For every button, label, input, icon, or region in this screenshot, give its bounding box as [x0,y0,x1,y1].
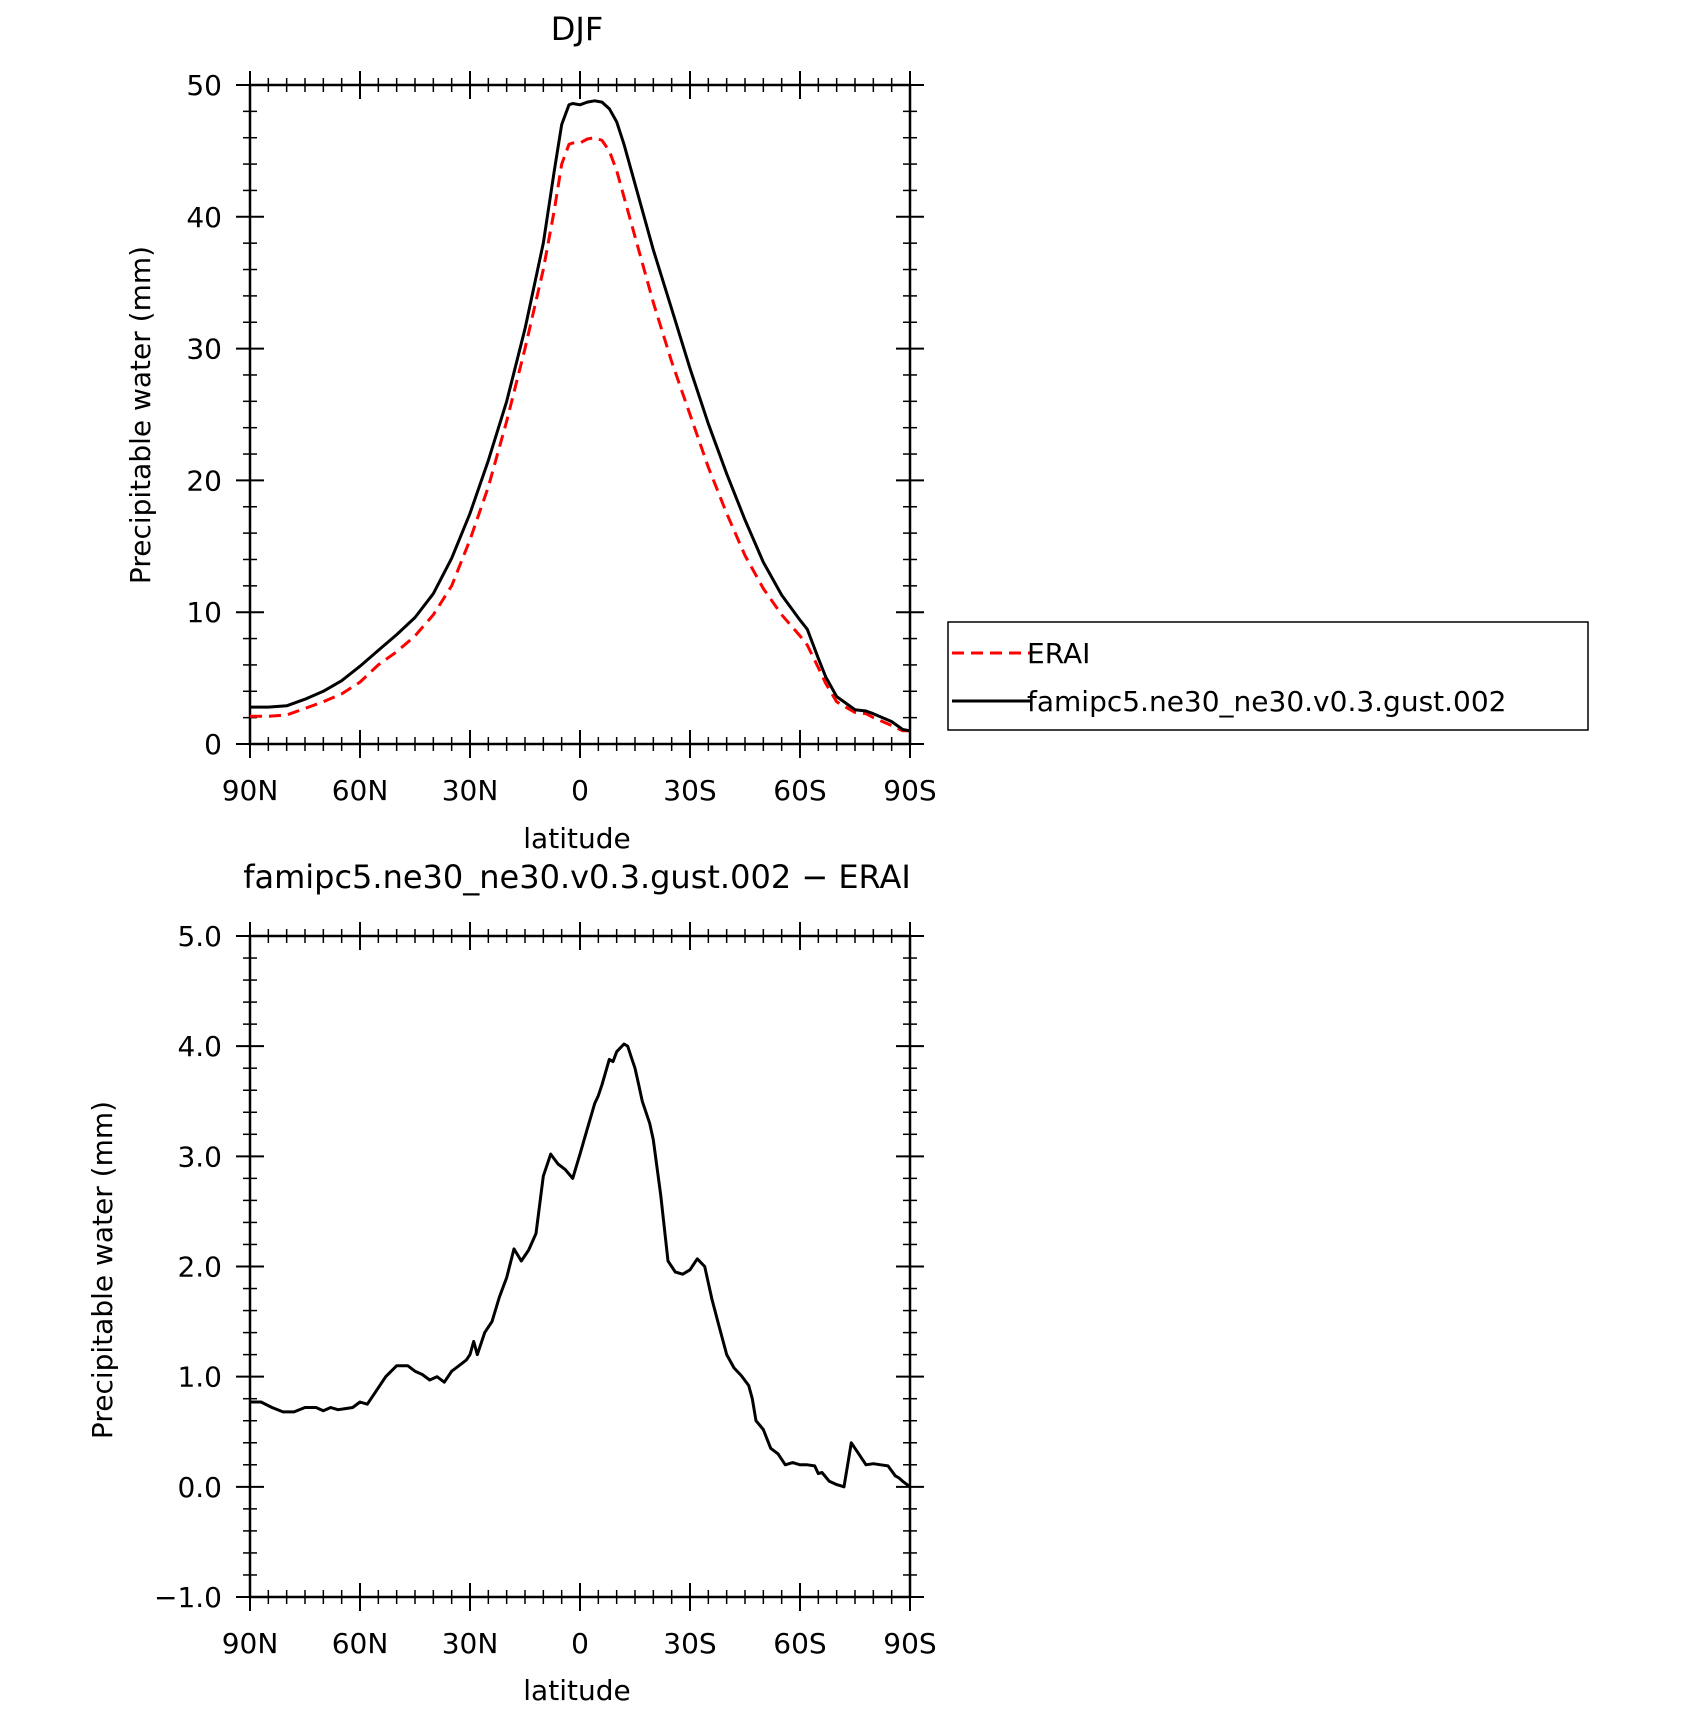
top-chart-x-tick-label: 30S [663,774,716,807]
bottom-chart-x-tick-label: 90N [222,1627,279,1660]
bottom-chart-y-tick-label: 2.0 [177,1251,222,1284]
bottom-chart-x-tick-label: 0 [571,1627,589,1660]
bottom-chart-x-tick-label: 60N [332,1627,389,1660]
top-chart-series-line-model [250,99,911,733]
top-chart: DJF latitude Precipitable water (mm) 0 10… [124,10,937,855]
legend: ERAI famipc5.ne30_ne30.v0.3.gust.002 [947,621,1589,731]
bottom-chart-y-tick-label: 4.0 [177,1030,222,1063]
bottom-chart-title: famipc5.ne30_ne30.v0.3.gust.002 − ERAI [243,858,911,896]
top-chart-y-tick-label: 30 [186,333,222,366]
top-chart-x-tick-label: 30N [442,774,499,807]
top-chart-x-axis-label: latitude [523,822,630,855]
bottom-chart-y-axis-label: Precipitable water (mm) [86,1101,119,1439]
bottom-chart: famipc5.ne30_ne30.v0.3.gust.002 − ERAI l… [86,858,937,1707]
top-chart-x-tick-label: 60N [332,774,389,807]
legend-label-erai: ERAI [1027,637,1090,670]
bottom-chart-x-tick-label: 60S [773,1627,826,1660]
legend-label-model: famipc5.ne30_ne30.v0.3.gust.002 [1027,685,1507,718]
top-chart-y-tick-label: 20 [186,464,222,497]
bottom-chart-x-tick-label: 30N [442,1627,499,1660]
bottom-chart-y-tick-label: 0.0 [177,1471,222,1504]
top-chart-x-tick-label: 0 [571,774,589,807]
bottom-chart-x-tick-label: 30S [663,1627,716,1660]
top-chart-x-tick-label: 90N [222,774,279,807]
top-chart-series-line-erai [250,136,910,733]
top-chart-y-tick-label: 40 [186,201,222,234]
top-chart-y-axis-label: Precipitable water (mm) [124,246,157,584]
bottom-chart-difference-line [250,1042,911,1489]
top-chart-x-tick-label: 90S [883,774,936,807]
bottom-chart-y-tick-label: 1.0 [177,1361,222,1394]
top-chart-y-tick-label: 0 [204,728,222,761]
legend-box [947,621,1589,731]
top-chart-y-tick-label: 50 [186,69,222,102]
bottom-chart-y-tick-label: 3.0 [177,1140,222,1173]
top-chart-y-tick-label: 10 [186,596,222,629]
bottom-chart-y-tick-label: 5.0 [177,920,222,953]
top-chart-x-tick-label: 60S [773,774,826,807]
bottom-chart-y-tick-label: −1.0 [154,1581,222,1614]
bottom-chart-x-tick-label: 90S [883,1627,936,1660]
bottom-chart-x-axis-label: latitude [523,1674,630,1707]
top-chart-title: DJF [551,10,603,48]
